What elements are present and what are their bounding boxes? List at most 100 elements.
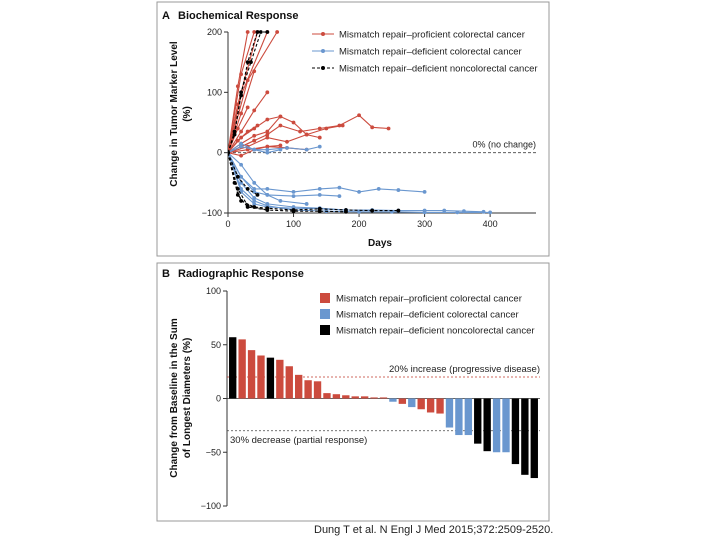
data-point-noncolorectal	[265, 30, 270, 34]
panel-b-bars	[229, 337, 538, 479]
data-point-proficient	[252, 108, 257, 113]
legend-label-noncolorectal: Mismatch repair–deficient noncolorectal …	[339, 64, 538, 75]
data-point-deficient	[252, 199, 257, 203]
bar-proficient	[304, 380, 312, 399]
data-point-deficient	[317, 186, 322, 191]
legend-label-proficient: Mismatch repair–proficient colorectal ca…	[336, 294, 522, 305]
series-line-deficient	[228, 152, 307, 205]
bar-noncolorectal	[229, 337, 237, 399]
data-point-deficient	[337, 185, 342, 190]
bar-proficient	[417, 398, 425, 410]
data-point-deficient	[252, 180, 257, 185]
panel-b-ylabel-line1: Change from Baseline in the Sum	[169, 318, 180, 478]
data-point-deficient	[317, 193, 322, 197]
panel-b-legend: Mismatch repair–proficient colorectal ca…	[320, 293, 535, 337]
citation: Dung T et al. N Engl J Med 2015;372:2509…	[314, 524, 554, 536]
bar-proficient	[247, 350, 256, 399]
bar-proficient	[436, 398, 444, 414]
panel-a-ytick-label: 200	[207, 27, 222, 37]
data-point-deficient	[265, 147, 270, 152]
data-point-proficient	[252, 30, 257, 34]
data-point-noncolorectal	[245, 186, 250, 191]
data-point-noncolorectal	[317, 209, 322, 214]
data-point-proficient	[239, 153, 244, 158]
data-point-noncolorectal	[239, 199, 244, 203]
series-line-deficient	[228, 152, 340, 197]
data-point-deficient	[337, 194, 342, 199]
data-point-proficient	[239, 72, 244, 77]
bar-noncolorectal	[511, 398, 520, 465]
data-point-noncolorectal	[396, 208, 401, 213]
legend-swatch-noncolorectal	[320, 325, 330, 335]
data-point-proficient	[265, 132, 270, 137]
panel-a-series-group	[228, 30, 493, 215]
series-line-noncolorectal	[228, 152, 258, 196]
panel-a-series	[228, 30, 493, 215]
bar-proficient	[313, 381, 322, 399]
data-point-proficient	[252, 133, 257, 138]
data-point-deficient	[488, 210, 493, 215]
reference-label-progressive-disease: 20% increase (progressive disease)	[389, 364, 540, 375]
bar-proficient	[257, 355, 265, 399]
data-point-deficient	[291, 189, 296, 194]
data-point-proficient	[340, 123, 345, 128]
bar-proficient	[323, 393, 331, 399]
data-point-proficient	[278, 114, 283, 119]
series-line-noncolorectal	[228, 152, 399, 212]
bar-noncolorectal	[521, 398, 529, 475]
data-point-proficient	[245, 78, 250, 83]
bar-deficient	[408, 398, 416, 408]
data-point-noncolorectal	[235, 174, 240, 179]
data-point-deficient	[239, 144, 244, 149]
data-point-deficient	[304, 202, 309, 206]
bar-proficient	[332, 394, 341, 399]
data-point-deficient	[422, 189, 427, 194]
bar-proficient	[276, 359, 284, 399]
series-line-proficient	[228, 125, 258, 154]
panel-b-ytick-label: 50	[211, 340, 221, 350]
legend-marker-deficient	[321, 49, 325, 53]
data-point-proficient	[255, 123, 260, 128]
data-point-noncolorectal	[245, 205, 250, 209]
panel-radiographic-response: B Radiographic Response Change from Base…	[156, 262, 550, 522]
data-point-deficient	[252, 147, 257, 152]
bar-deficient	[455, 398, 463, 436]
panel-a-ytick-label: 100	[207, 87, 222, 97]
data-point-proficient	[285, 139, 289, 144]
data-point-deficient	[422, 210, 427, 215]
legend-marker-noncolorectal	[321, 66, 325, 70]
data-point-deficient	[357, 189, 361, 194]
data-point-noncolorectal	[235, 186, 240, 191]
series-line-deficient	[228, 152, 373, 212]
data-point-noncolorectal	[265, 208, 270, 212]
data-point-proficient	[317, 135, 322, 140]
data-point-noncolorectal	[258, 30, 263, 34]
data-point-proficient	[370, 125, 375, 130]
panel-a-ylabel-line1: Change in Tumor Marker Level	[169, 41, 180, 187]
panel-a-xtick-label: 300	[417, 219, 432, 229]
panel-a-xlabel: Days	[368, 238, 392, 249]
data-point-proficient	[235, 126, 240, 131]
panel-biochemical-response: A Biochemical Response Change in Tumor M…	[156, 1, 550, 257]
data-point-deficient	[265, 150, 270, 155]
panel-a-ylabel-line2: (%)	[182, 106, 193, 122]
data-point-proficient	[298, 129, 302, 134]
bar-proficient	[238, 339, 246, 399]
data-point-deficient	[376, 186, 381, 191]
data-point-deficient	[252, 186, 257, 191]
reference-label-partial-response: 30% decrease (partial response)	[230, 435, 367, 446]
data-point-proficient	[265, 135, 270, 140]
bar-noncolorectal	[483, 398, 491, 452]
data-point-deficient	[239, 141, 244, 146]
data-point-proficient	[252, 138, 257, 143]
data-point-noncolorectal	[239, 90, 244, 95]
bar-noncolorectal	[530, 398, 538, 479]
data-point-proficient	[265, 129, 270, 134]
series-line-noncolorectal	[228, 152, 268, 211]
legend-label-deficient: Mismatch repair–deficient colorectal can…	[336, 310, 519, 321]
data-point-noncolorectal	[249, 60, 253, 65]
bar-proficient	[351, 396, 359, 399]
data-point-proficient	[317, 126, 322, 131]
series-line-proficient	[228, 91, 268, 153]
